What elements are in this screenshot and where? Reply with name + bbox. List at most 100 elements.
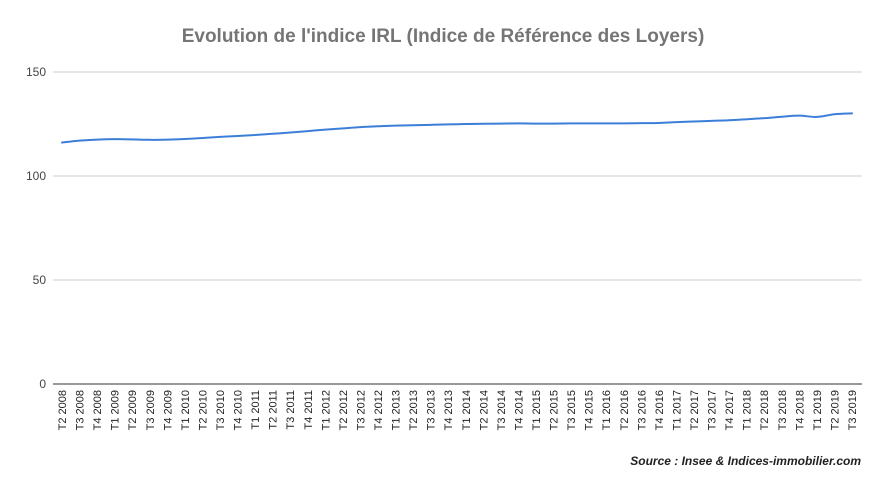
data-point: [447, 123, 449, 125]
x-tick-label: T1 2013: [391, 390, 403, 430]
data-point: [833, 113, 835, 115]
source-note: Source : Insee & Indices-immobilier.com: [630, 454, 861, 468]
data-point: [412, 124, 414, 126]
x-tick-label: T3 2016: [636, 390, 648, 430]
x-tick-label: T2 2012: [338, 390, 350, 430]
x-tick-label: T2 2013: [408, 390, 420, 430]
x-tick-label: T1 2009: [110, 390, 122, 430]
x-tick-label: T4 2008: [92, 390, 104, 430]
data-point: [377, 125, 379, 127]
x-tick-label: T2 2011: [268, 390, 280, 430]
data-point: [816, 116, 818, 118]
data-point: [711, 120, 713, 122]
series-layer: [61, 112, 853, 144]
x-tick-label: T1 2017: [671, 390, 683, 430]
x-tick-label: T1 2016: [601, 390, 613, 430]
data-point: [114, 138, 116, 140]
x-tick-label: T2 2017: [689, 390, 701, 430]
x-tick-label: T3 2015: [566, 390, 578, 430]
x-tick-label: T4 2010: [233, 390, 245, 430]
data-point: [605, 122, 607, 124]
data-point: [588, 122, 590, 124]
data-point: [324, 129, 326, 131]
y-axis-tick-labels: 0 50 100 150: [26, 65, 46, 391]
x-tick-label: T1 2019: [812, 390, 824, 430]
x-tick-label: T3 2018: [777, 390, 789, 430]
data-point: [219, 136, 221, 138]
x-axis-tick-labels: T2 2008 T3 2008 T4 2008 T1 2009 T2 2009 T3 20…: [57, 390, 859, 430]
data-point: [430, 124, 432, 126]
data-point: [658, 122, 660, 124]
data-point: [289, 132, 291, 134]
x-tick-label: T3 2019: [847, 390, 859, 430]
data-point: [79, 140, 81, 142]
x-tick-label: T2 2016: [619, 390, 631, 430]
x-tick-label: T4 2017: [724, 390, 736, 430]
x-tick-label: T2 2008: [57, 390, 69, 430]
x-tick-label: T2 2010: [197, 390, 209, 430]
data-point: [307, 130, 309, 132]
data-point: [131, 138, 133, 140]
grid-lines: [53, 71, 862, 385]
x-tick-label: T3 2008: [75, 390, 87, 430]
x-tick-label: T1 2011: [250, 390, 262, 430]
x-tick-label: T4 2014: [513, 390, 525, 430]
x-tick-label: T1 2018: [742, 390, 754, 430]
x-tick-label: T4 2015: [584, 390, 596, 430]
x-tick-label: T4 2009: [162, 390, 174, 430]
data-point: [237, 135, 239, 137]
x-tick-label: T2 2009: [127, 390, 139, 430]
x-tick-label: T4 2013: [443, 390, 455, 430]
data-point: [254, 134, 256, 136]
series-line: [61, 112, 853, 144]
data-point: [96, 139, 98, 141]
x-tick-label: T4 2018: [794, 390, 806, 430]
data-point: [359, 126, 361, 128]
x-tick-label: T2 2019: [829, 390, 841, 430]
data-point: [272, 133, 274, 135]
y-tick-label: 150: [26, 65, 46, 79]
y-tick-label: 0: [39, 377, 46, 391]
x-tick-label: T3 2012: [355, 390, 367, 430]
x-tick-label: T2 2014: [478, 390, 490, 430]
x-tick-label: T2 2018: [759, 390, 771, 430]
data-point: [640, 122, 642, 124]
x-tick-label: T4 2012: [373, 390, 385, 430]
data-point: [781, 116, 783, 118]
data-point: [149, 139, 151, 141]
data-point: [693, 121, 695, 123]
y-tick-label: 100: [26, 169, 46, 183]
data-point: [623, 122, 625, 124]
data-point: [553, 123, 555, 125]
x-tick-label: T4 2011: [303, 390, 315, 430]
data-point: [675, 121, 677, 123]
data-point: [570, 122, 572, 124]
data-point: [395, 125, 397, 127]
y-tick-label: 50: [33, 273, 47, 287]
x-tick-label: T3 2010: [215, 390, 227, 430]
x-tick-label: T3 2009: [145, 390, 157, 430]
data-point: [184, 138, 186, 140]
data-point: [465, 123, 467, 125]
data-point: [517, 122, 519, 124]
data-point: [342, 127, 344, 129]
x-tick-label: T3 2011: [285, 390, 297, 430]
data-point: [535, 123, 537, 125]
x-tick-label: T1 2014: [461, 390, 473, 430]
x-tick-label: T1 2010: [180, 390, 192, 430]
data-point: [798, 115, 800, 117]
chart-title: Evolution de l'indice IRL (Indice de Réf…: [181, 26, 705, 47]
x-tick-label: T3 2014: [496, 390, 508, 430]
data-point: [201, 137, 203, 139]
data-point: [763, 117, 765, 119]
data-point: [728, 119, 730, 121]
data-point: [500, 123, 502, 125]
x-tick-label: T1 2015: [531, 390, 543, 430]
x-tick-label: T3 2017: [707, 390, 719, 430]
data-point: [746, 118, 748, 120]
data-point: [482, 123, 484, 125]
x-tick-label: T3 2013: [426, 390, 438, 430]
x-tick-label: T1 2012: [320, 390, 332, 430]
data-point: [61, 142, 63, 144]
